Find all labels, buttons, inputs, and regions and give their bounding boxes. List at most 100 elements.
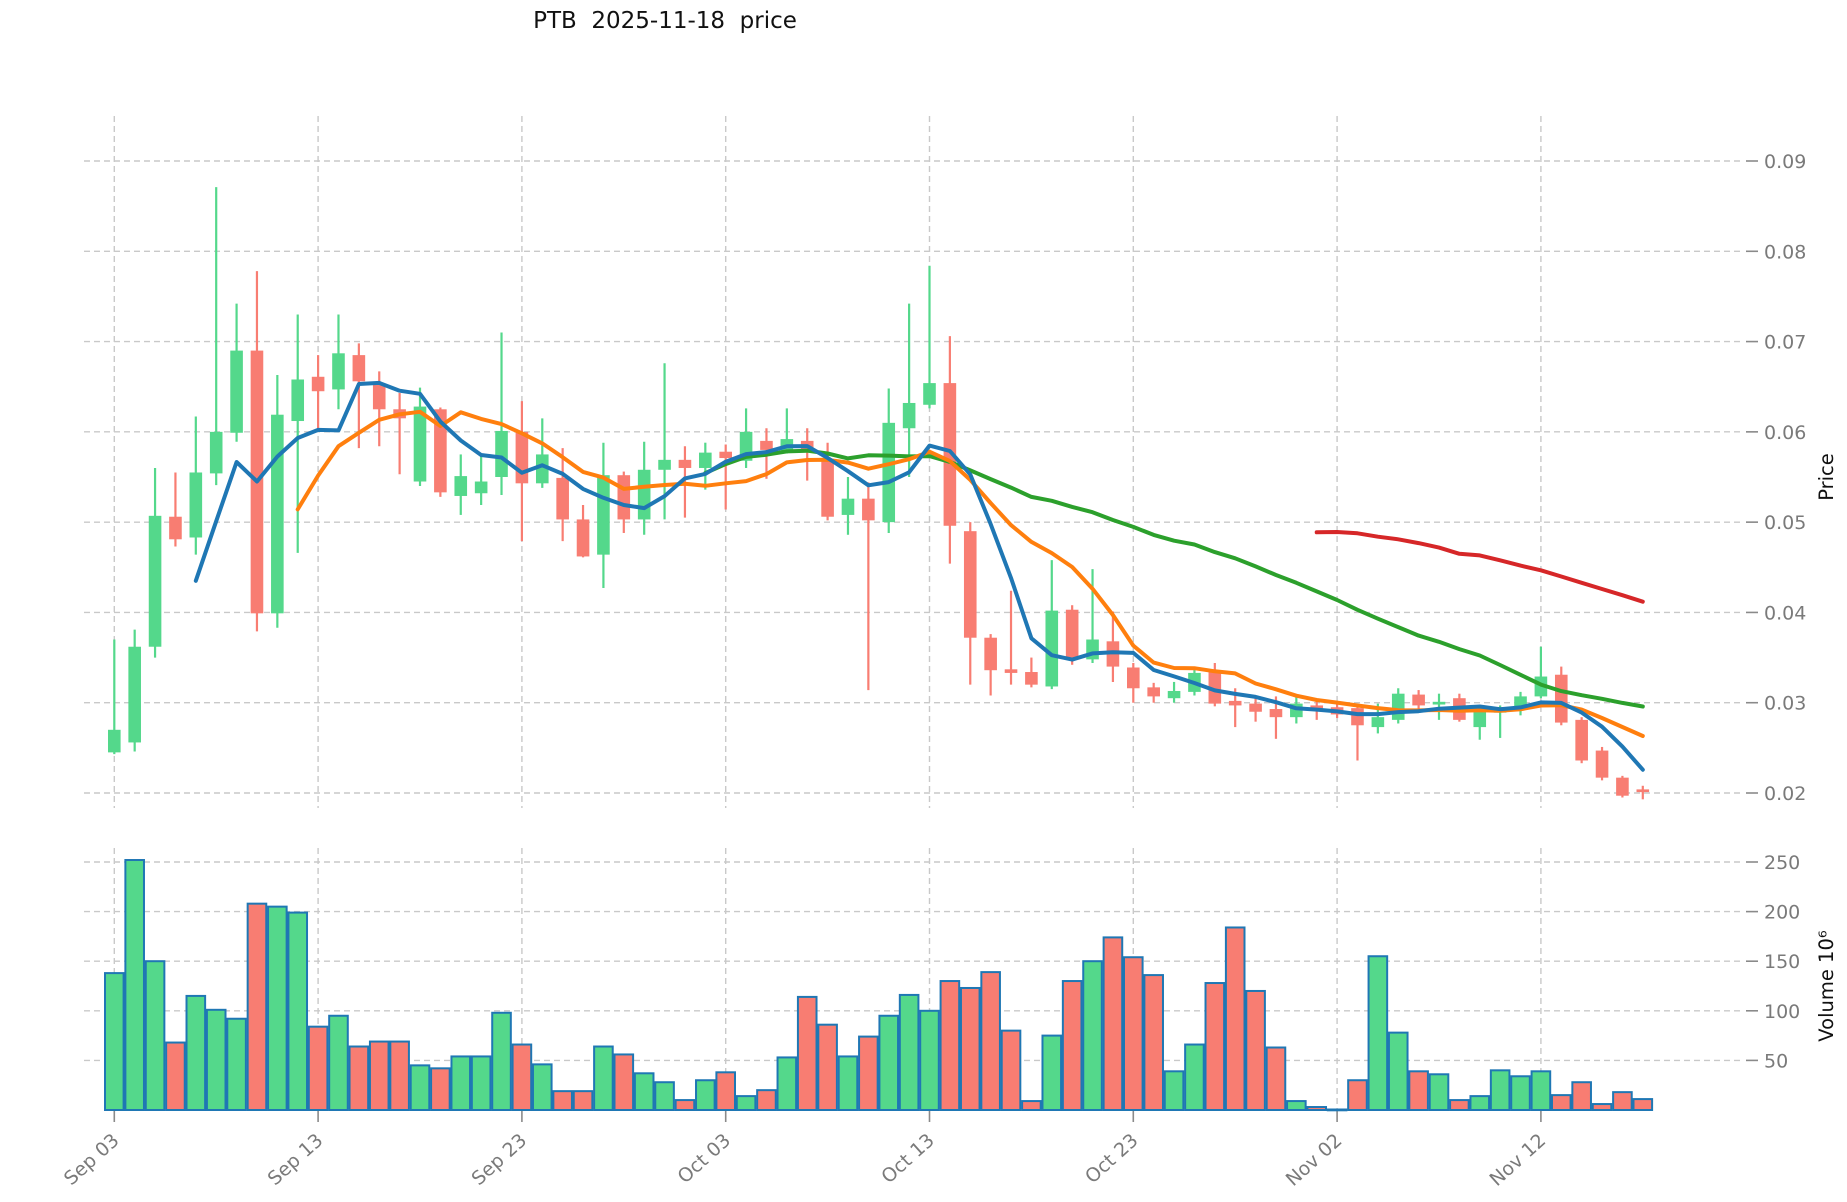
volume-bar [328, 1014, 349, 1112]
volume-bar [1408, 1070, 1429, 1112]
candle-body [1045, 610, 1059, 687]
volume-bar [654, 1081, 675, 1111]
candle-body [1167, 690, 1181, 699]
candle-body [658, 459, 671, 470]
price-tick-label: 0.08 [1764, 241, 1806, 263]
candle-body [1391, 693, 1405, 720]
volume-axis-title: Volume 10⁶ [1815, 930, 1838, 1042]
volume-bar [511, 1043, 533, 1111]
volume-bar [409, 1064, 431, 1111]
volume-bar [1632, 1098, 1654, 1112]
volume-bar [104, 972, 125, 1111]
candle-body [1412, 694, 1425, 706]
volume-bar [1326, 1108, 1348, 1112]
volume-bar [1530, 1070, 1552, 1112]
date-tick-label: Nov 12 [1486, 1129, 1551, 1190]
volume-bar [287, 911, 309, 1111]
candle-body [943, 383, 957, 526]
price-tick-label: 0.04 [1764, 602, 1806, 624]
volume-bar [898, 993, 920, 1111]
candle-body [454, 476, 468, 496]
candle-body [1004, 669, 1018, 673]
date-tick-label: Oct 23 [1081, 1129, 1143, 1188]
price-tick-label: 0.03 [1764, 693, 1806, 715]
volume-bar [1449, 1099, 1470, 1111]
volume-bar [450, 1055, 472, 1112]
candle-body [474, 481, 488, 494]
volume-bar [1041, 1034, 1063, 1111]
sma30-line [703, 448, 1645, 709]
volume-bar [1612, 1091, 1633, 1112]
candle-body [1554, 674, 1568, 723]
volume-bar [430, 1067, 451, 1112]
candle-body [332, 353, 345, 390]
volume-bar [267, 905, 288, 1112]
sma5-line [193, 380, 1645, 772]
volume-bar [185, 994, 207, 1111]
volume-bar [715, 1071, 737, 1111]
candle-body [1127, 667, 1140, 689]
candle-body [984, 637, 997, 671]
volume-bar [1123, 956, 1144, 1111]
volume-bar [1082, 960, 1103, 1112]
price-tick-label: 0.07 [1764, 332, 1806, 354]
volume-bar [776, 1056, 798, 1111]
candle-body [1636, 789, 1650, 793]
volume-bar [1143, 974, 1164, 1112]
volume-bar [1550, 1094, 1572, 1111]
price-tick-label: 0.02 [1764, 783, 1806, 805]
candle-body [1575, 719, 1588, 761]
candle-body [271, 414, 284, 614]
candle-body [311, 376, 325, 392]
candle-body [902, 402, 916, 429]
volume-bar [307, 1025, 329, 1111]
candle-body [128, 646, 141, 743]
volume-tick-label: 150 [1764, 951, 1800, 973]
axis-titles: Price Volume 10⁶ [1815, 453, 1838, 1041]
candle-body [882, 422, 896, 523]
volume-bar [1163, 1070, 1185, 1112]
volume-bar [837, 1055, 859, 1112]
date-tick-label: Oct 03 [673, 1129, 735, 1188]
volume-tick-label: 250 [1764, 852, 1800, 874]
volume-bar [1347, 1079, 1368, 1111]
candle-body [1432, 701, 1446, 705]
volume-bar [1387, 1031, 1409, 1112]
price-tick-label: 0.09 [1764, 151, 1806, 173]
volume-tick-label: 200 [1764, 902, 1800, 924]
volume-bar [1184, 1043, 1205, 1111]
price-tick-label: 0.05 [1764, 512, 1806, 534]
candle-body [1228, 700, 1242, 706]
candle-body [923, 383, 936, 405]
volume-bar [1245, 989, 1266, 1112]
volume-bar [756, 1089, 777, 1112]
volume-bar [1061, 980, 1083, 1111]
volume-bar [572, 1090, 594, 1111]
candle-body [821, 460, 834, 517]
candle-body [1208, 672, 1222, 704]
volume-bar [389, 1040, 410, 1111]
moving-average-lines [193, 380, 1645, 772]
price-tick-label: 0.06 [1764, 422, 1806, 444]
volume-bars [104, 859, 1654, 1112]
volume-bar [226, 1017, 247, 1112]
price-axis-title: Price [1815, 453, 1838, 501]
candle-body [495, 430, 508, 477]
candle-body [372, 384, 386, 410]
volume-bar [858, 1035, 879, 1112]
volume-bar [531, 1063, 553, 1112]
candle-body [515, 431, 529, 484]
volume-bar [124, 859, 145, 1111]
candle-bodies [108, 350, 1650, 796]
candle-body [209, 431, 223, 474]
candle-body [189, 472, 203, 538]
volume-bar [1510, 1075, 1531, 1111]
candle-body [291, 379, 305, 422]
volume-bar [205, 1008, 227, 1111]
candle-body [576, 519, 590, 557]
candle-body [1025, 672, 1038, 685]
candle-body [1249, 703, 1262, 712]
candle-body [108, 729, 121, 753]
volume-bar [817, 1023, 838, 1111]
